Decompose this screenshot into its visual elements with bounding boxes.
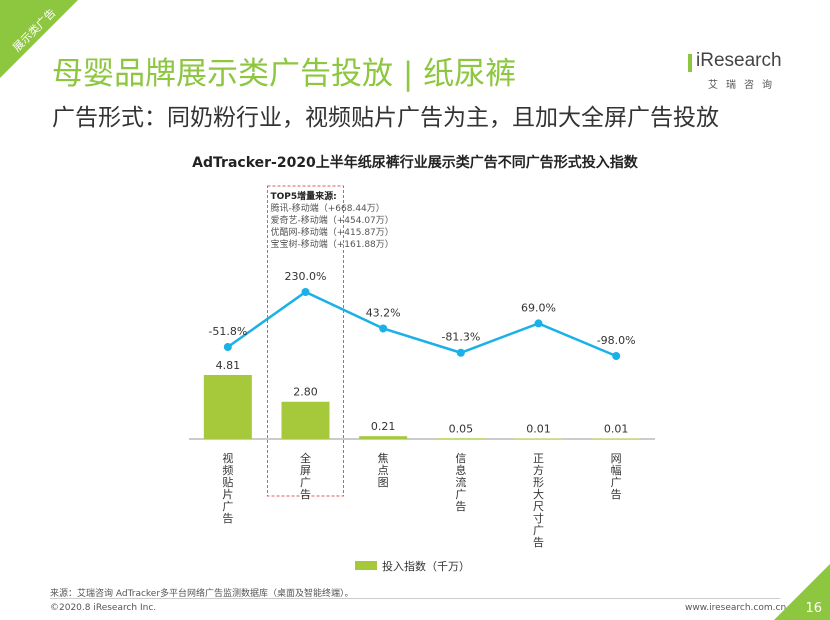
growth-label-0: -51.8% bbox=[208, 325, 247, 338]
category-label-4-0: 正 bbox=[533, 452, 544, 465]
source-note: 来源：艾瑞咨询 AdTracker多平台网络广告监测数据库（桌面及智能终端）。 bbox=[50, 589, 354, 599]
category-label-2-2: 图 bbox=[378, 476, 389, 489]
category-label-2-1: 点 bbox=[378, 464, 389, 477]
note-line-3: 优酷网-移动端（+415.87万） bbox=[271, 226, 394, 238]
category-label-5-2: 广 bbox=[611, 476, 622, 489]
category-label-0-2: 贴 bbox=[222, 475, 233, 489]
category-label-3-2: 流 bbox=[455, 475, 466, 489]
category-label-0-0: 视 bbox=[222, 451, 233, 465]
category-label-0-5: 告 bbox=[222, 512, 233, 525]
growth-point-0 bbox=[223, 342, 232, 351]
category-label-0-1: 频 bbox=[222, 463, 233, 477]
growth-point-1 bbox=[301, 288, 310, 296]
category-label-5-3: 告 bbox=[611, 488, 622, 501]
website-link[interactable]: www.iresearch.com.cn bbox=[685, 603, 787, 613]
footer-divider bbox=[50, 598, 780, 599]
category-label-1-3: 告 bbox=[300, 488, 311, 501]
bar-label-4: 0.01 bbox=[526, 423, 551, 436]
bar-0 bbox=[203, 375, 252, 439]
growth-point-5 bbox=[612, 352, 621, 360]
iresearch-logo: iResearch 艾瑞咨询 bbox=[688, 44, 788, 102]
growth-point-3 bbox=[456, 348, 465, 357]
page-title: 母婴品牌展示类广告投放 | 纸尿裤 bbox=[52, 56, 517, 92]
logo-accent-bar bbox=[688, 54, 692, 72]
bar-label-2: 0.21 bbox=[371, 420, 396, 433]
category-label-4-2: 形 bbox=[533, 476, 544, 489]
growth-point-4 bbox=[534, 319, 543, 328]
copyright: ©2020.8 iResearch Inc. bbox=[50, 603, 157, 613]
growth-label-4: 69.0% bbox=[521, 301, 556, 314]
growth-label-2: 43.2% bbox=[366, 306, 401, 319]
growth-point-2 bbox=[379, 324, 388, 333]
category-label-3-4: 告 bbox=[455, 500, 466, 513]
category-label-4-1: 方 bbox=[533, 463, 544, 477]
note-line-4: 宝宝树-移动端（+161.88万） bbox=[271, 238, 394, 250]
growth-line bbox=[227, 290, 617, 358]
growth-label-1: 230.0% bbox=[285, 270, 327, 283]
bar-2 bbox=[359, 436, 408, 439]
note-line-2: 爱奇艺-移动端（+454.07万） bbox=[271, 214, 394, 226]
legend-label: 投入指数（千万） bbox=[382, 560, 470, 573]
highlight-box bbox=[267, 185, 344, 497]
corner-tag-background bbox=[0, 0, 78, 78]
category-label-4-4: 尺 bbox=[533, 500, 544, 513]
bar-3 bbox=[436, 438, 485, 439]
category-label-3-1: 息 bbox=[455, 463, 466, 477]
bar-1 bbox=[281, 401, 330, 439]
bar-label-1: 2.80 bbox=[293, 386, 318, 399]
page-subtitle: 广告形式：同奶粉行业，视频贴片广告为主，且加大全屏广告投放 bbox=[52, 105, 719, 131]
category-label-4-3: 大 bbox=[533, 487, 544, 501]
note-line-1: 腾讯-移动端（+668.44万） bbox=[271, 202, 385, 214]
bar-label-0: 4.81 bbox=[216, 359, 241, 372]
category-label-0-4: 广 bbox=[222, 500, 233, 513]
category-label-2-0: 焦 bbox=[378, 452, 389, 465]
chart-title: AdTracker-2020上半年纸尿裤行业展示类广告不同广告形式投入指数 bbox=[192, 155, 638, 171]
growth-label-3: -81.3% bbox=[441, 331, 480, 344]
category-label-3-0: 信 bbox=[455, 452, 466, 465]
category-label-4-6: 广 bbox=[533, 524, 544, 537]
bar-label-3: 0.05 bbox=[449, 422, 474, 435]
bar-5 bbox=[592, 438, 641, 439]
bar-label-5: 0.01 bbox=[604, 423, 629, 436]
logo-subtitle: 艾瑞咨询 bbox=[708, 80, 780, 91]
category-label-5-1: 幅 bbox=[611, 464, 622, 477]
category-label-5-0: 网 bbox=[611, 452, 622, 465]
bar-4 bbox=[514, 438, 563, 439]
growth-label-5: -98.0% bbox=[597, 334, 636, 347]
legend-swatch bbox=[355, 561, 377, 570]
category-label-4-5: 寸 bbox=[533, 511, 544, 525]
category-label-0-3: 片 bbox=[222, 488, 233, 501]
logo-name: iResearch bbox=[696, 50, 782, 71]
category-label-3-3: 广 bbox=[455, 488, 466, 501]
page-number: 16 bbox=[805, 601, 822, 616]
category-label-1-0: 全 bbox=[300, 451, 311, 465]
category-label-1-1: 屏 bbox=[300, 464, 311, 477]
page-corner bbox=[774, 564, 830, 620]
category-label-4-7: 告 bbox=[533, 536, 544, 549]
note-line-0: TOP5增量来源: bbox=[271, 190, 337, 202]
category-label-1-2: 广 bbox=[300, 476, 311, 489]
